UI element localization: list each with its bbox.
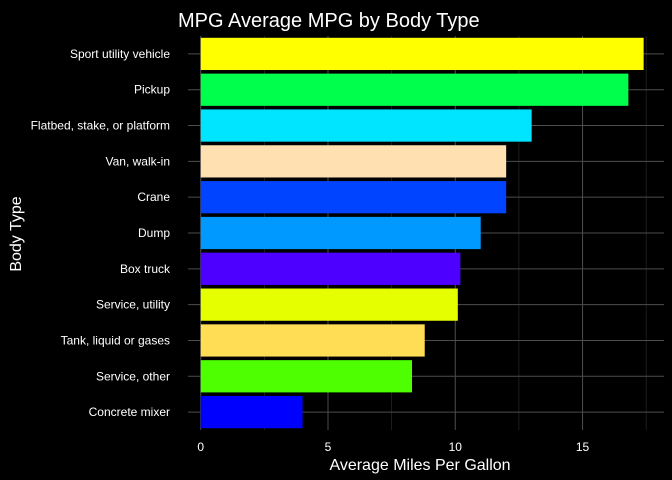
x-tick-label: 10 xyxy=(449,440,463,454)
x-tick-label: 5 xyxy=(325,440,332,454)
bar-van-walk-in xyxy=(200,145,507,178)
y-tick-label: Service, other xyxy=(96,369,170,383)
y-tick-label: Pickup xyxy=(134,83,170,97)
x-axis-title: Average Miles Per Gallon xyxy=(329,457,510,474)
bar-crane xyxy=(200,181,507,214)
bar-sport-utility-vehicle xyxy=(200,37,644,71)
bars xyxy=(200,37,644,429)
bar-service-other xyxy=(200,360,412,393)
bar-dump xyxy=(200,216,481,250)
chart-title: MPG Average MPG by Body Type xyxy=(178,10,480,32)
y-tick-label: Sport utility vehicle xyxy=(70,47,170,61)
y-tick-label: Box truck xyxy=(120,262,171,276)
bar-service-utility xyxy=(200,288,458,321)
x-tick-label: 15 xyxy=(576,440,590,454)
y-tick-label: Tank, liquid or gases xyxy=(61,333,170,347)
bar-flatbed-stake-or-platform xyxy=(200,109,532,142)
y-axis-title: Body Type xyxy=(8,196,25,271)
y-tick-label: Van, walk-in xyxy=(106,154,170,168)
y-tick-label: Flatbed, stake, or platform xyxy=(31,119,170,133)
bar-concrete-mixer xyxy=(200,395,303,429)
y-tick-label: Crane xyxy=(137,190,170,204)
y-tick-label: Dump xyxy=(138,226,170,240)
bar-tank-liquid-or-gases xyxy=(200,324,425,357)
x-tick-label: 0 xyxy=(197,440,204,454)
y-tick-label: Concrete mixer xyxy=(89,405,170,419)
x-tick-labels: 0 5 10 15 xyxy=(197,440,589,454)
y-tick-label: Service, utility xyxy=(96,298,170,312)
y-tick-labels: Sport utility vehicle Pickup Flatbed, stak… xyxy=(31,47,171,419)
bar-pickup xyxy=(200,73,629,106)
bar-box-truck xyxy=(200,252,461,285)
